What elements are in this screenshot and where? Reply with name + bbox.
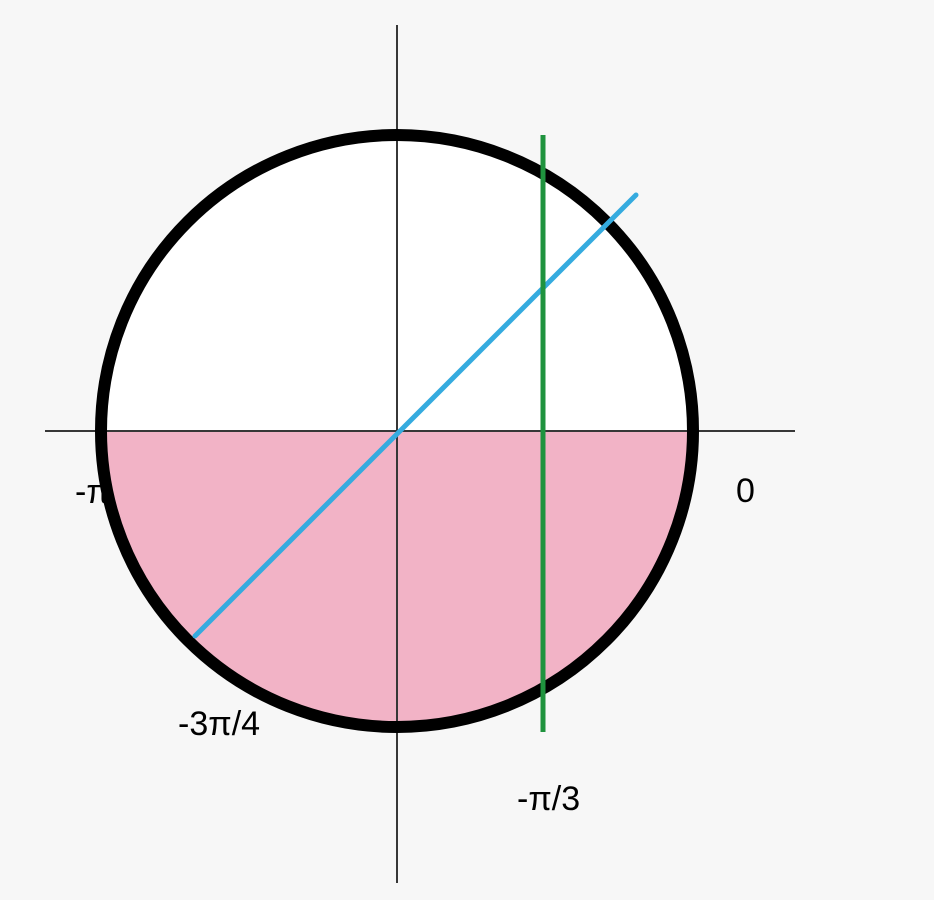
unit-circle-canvas: 0 -π -3π/4 -π/3 (0, 0, 934, 900)
label-zero: 0 (736, 472, 755, 511)
label-neg-3pi-4: -3π/4 (178, 705, 260, 744)
label-neg-pi: -π (75, 473, 110, 512)
diagram-svg (0, 0, 934, 900)
label-neg-pi-3: -π/3 (517, 780, 580, 819)
